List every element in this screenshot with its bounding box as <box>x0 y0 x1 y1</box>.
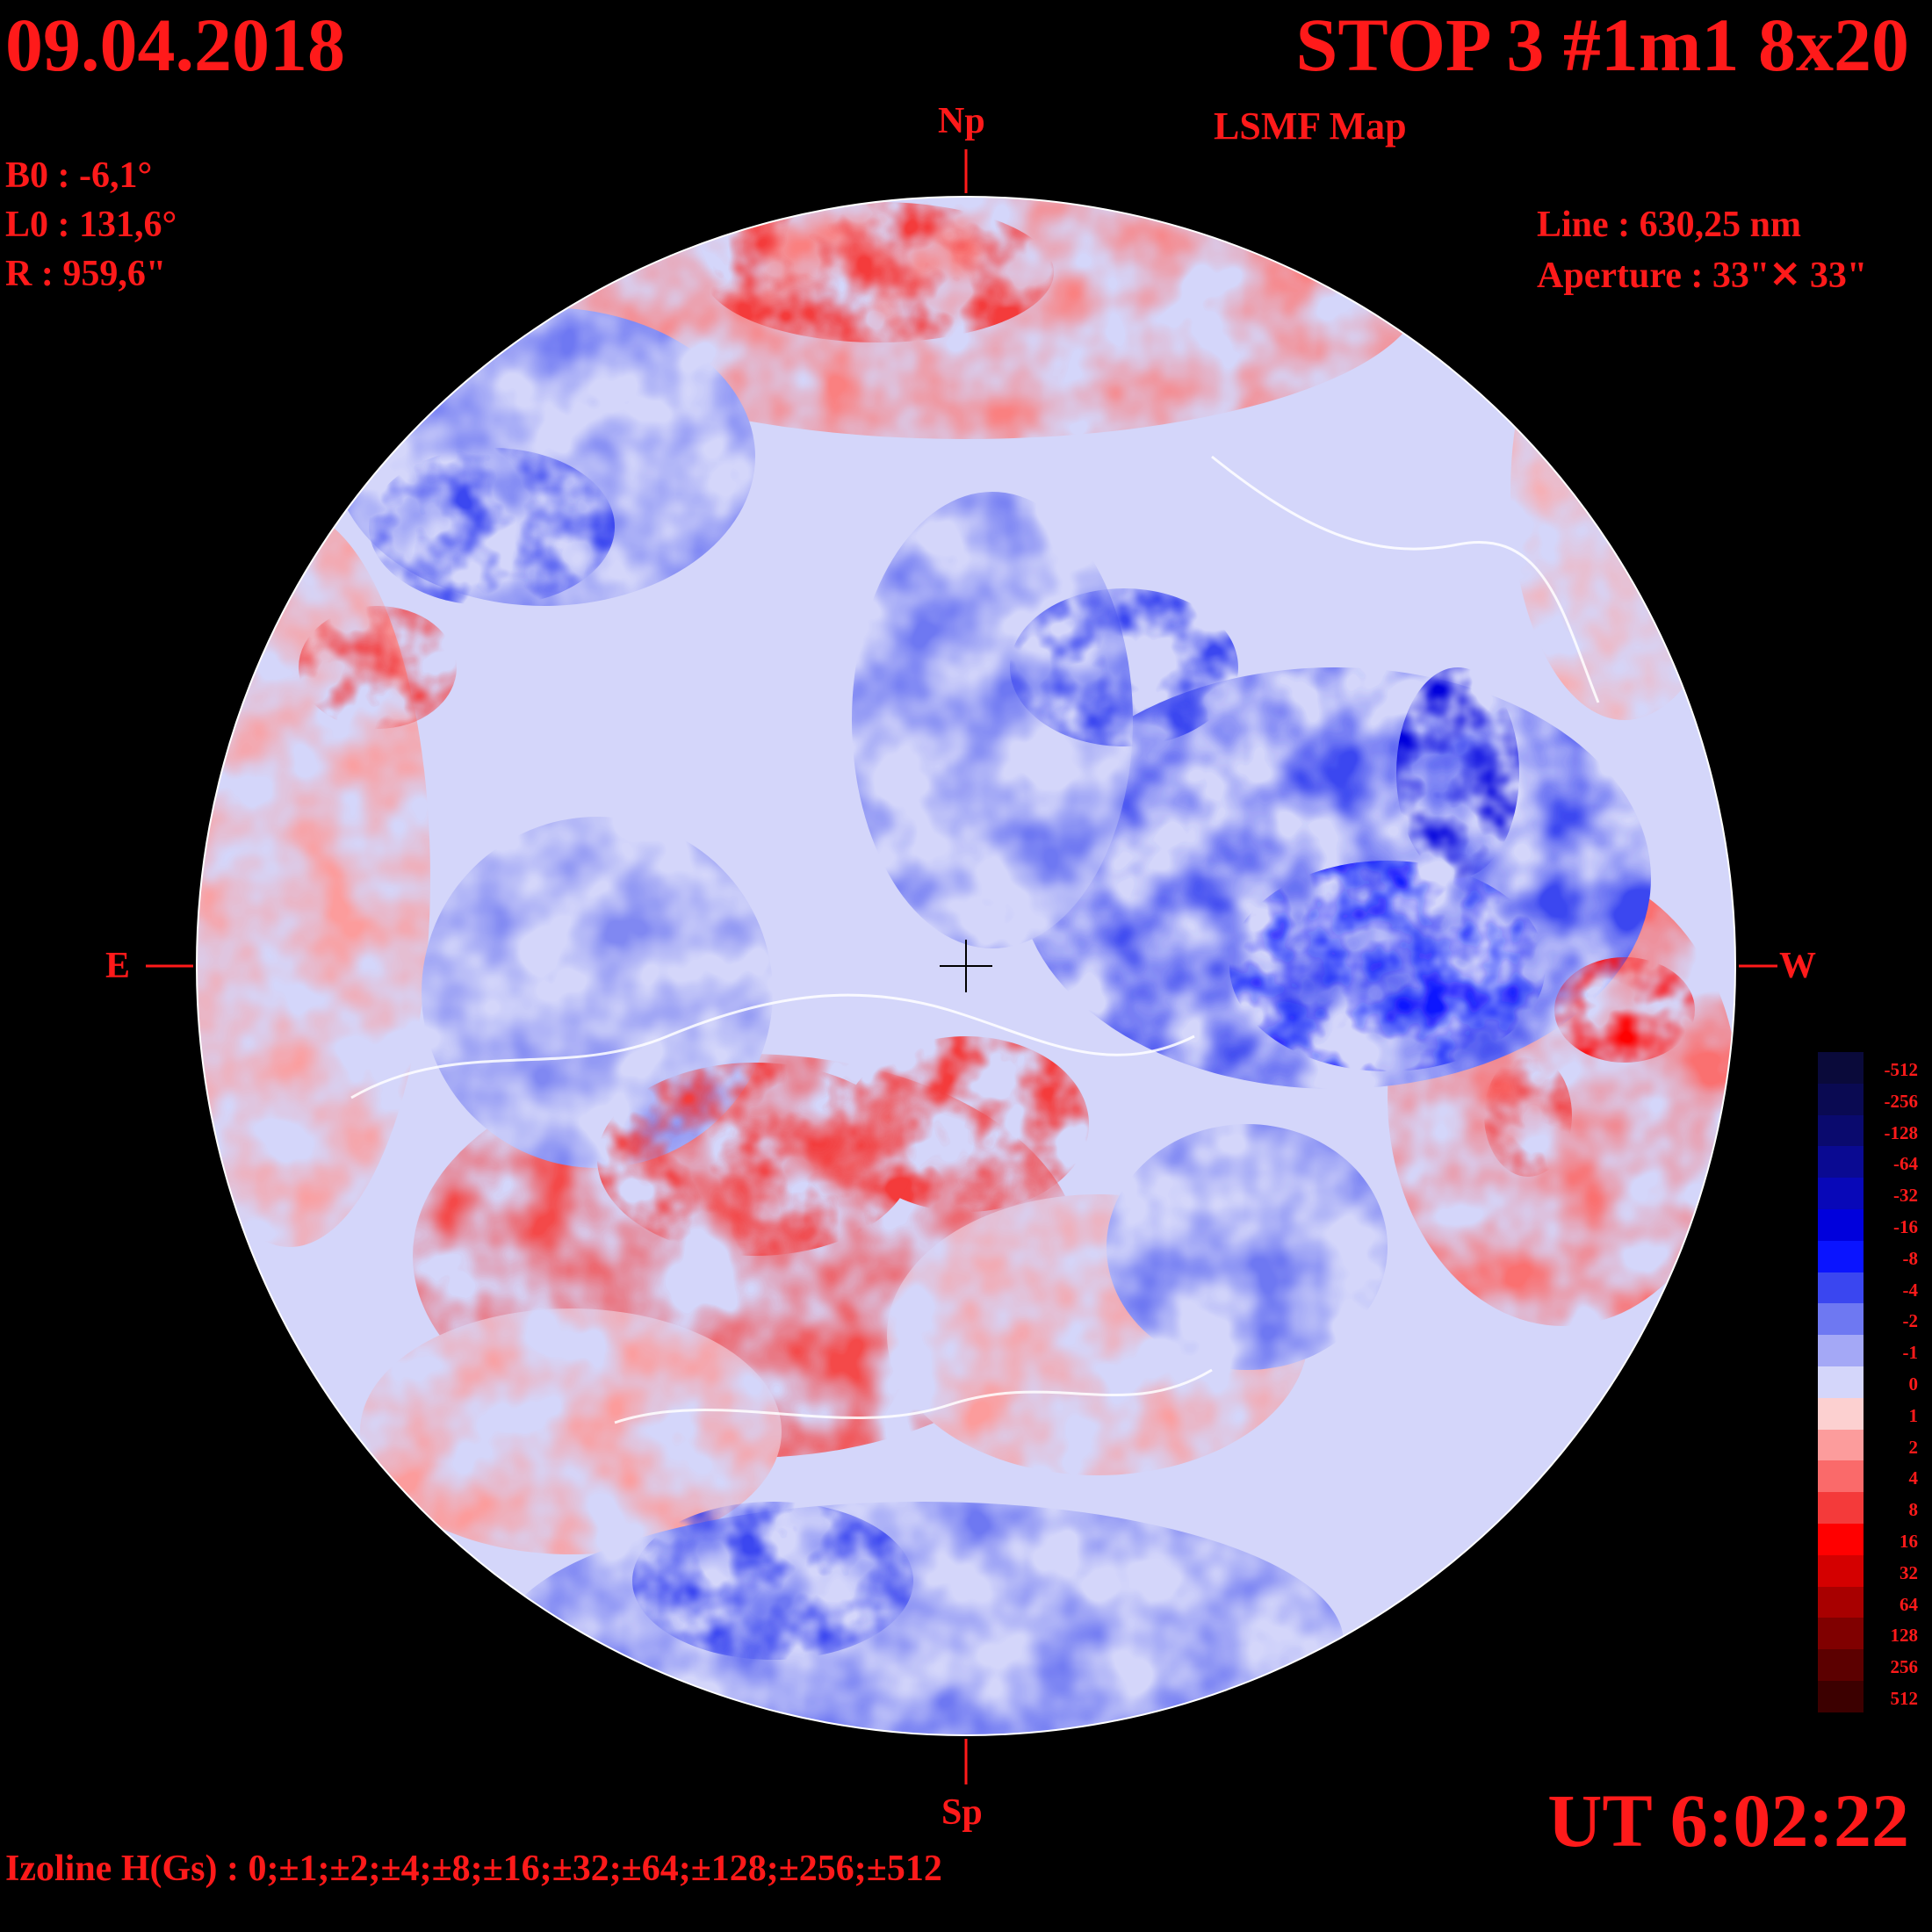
scale-swatch <box>1818 1052 1864 1084</box>
scale-swatch <box>1818 1272 1864 1304</box>
l0-parameter: L0 : 131,6° <box>5 205 177 245</box>
scale-swatch <box>1818 1554 1864 1587</box>
scale-label: 128 <box>1890 1625 1919 1647</box>
scale-label: -8 <box>1902 1247 1919 1269</box>
scale-swatch <box>1818 1397 1864 1430</box>
line-parameter: Line : 630,25 nm <box>1537 205 1802 245</box>
color-scale <box>1818 1052 1864 1712</box>
scale-label: -256 <box>1884 1090 1919 1112</box>
scale-label: -64 <box>1893 1153 1918 1175</box>
scale-label: 32 <box>1900 1561 1918 1583</box>
map-title: STOP 3 #1m1 8x20 <box>1295 3 1909 87</box>
scale-swatch <box>1818 1240 1864 1272</box>
scale-swatch <box>1818 1429 1864 1461</box>
scale-label: 1 <box>1908 1404 1919 1426</box>
aperture-parameter: Aperture : 33"✕ 33" <box>1537 256 1868 296</box>
scale-swatch <box>1818 1680 1864 1712</box>
scale-swatch <box>1818 1618 1864 1650</box>
radius-parameter: R : 959,6" <box>5 254 167 294</box>
map-subtitle: LSMF Map <box>1214 105 1407 148</box>
scale-swatch <box>1818 1523 1864 1555</box>
scale-label: -1 <box>1902 1342 1919 1364</box>
west-label: W <box>1779 946 1816 986</box>
scale-swatch <box>1818 1460 1864 1493</box>
scale-swatch <box>1818 1208 1864 1241</box>
scale-swatch <box>1818 1366 1864 1398</box>
scale-swatch <box>1818 1303 1864 1336</box>
scale-swatch <box>1818 1586 1864 1618</box>
scale-label: -32 <box>1893 1185 1918 1207</box>
scale-label: 512 <box>1890 1688 1919 1709</box>
scale-label: 16 <box>1900 1531 1918 1552</box>
south-label: Sp <box>941 1792 983 1833</box>
scale-label: 0 <box>1908 1373 1919 1395</box>
north-label: Np <box>938 101 985 141</box>
scale-swatch <box>1818 1083 1864 1115</box>
observation-date: 09.04.2018 <box>5 3 345 87</box>
b0-parameter: B0 : -6,1° <box>5 155 153 196</box>
scale-label: 4 <box>1908 1467 1919 1489</box>
scale-label: 8 <box>1908 1499 1919 1521</box>
scale-label: -128 <box>1884 1121 1919 1143</box>
solar-disk <box>197 197 1735 1735</box>
izoline-legend: Izoline H(Gs) : 0;±1;±2;±4;±8;±16;±32;±6… <box>5 1849 942 1889</box>
scale-label: 256 <box>1890 1656 1919 1678</box>
scale-swatch <box>1818 1335 1864 1366</box>
scale-swatch <box>1818 1492 1864 1524</box>
scale-label: -2 <box>1902 1310 1919 1332</box>
east-label: E <box>105 946 131 986</box>
scale-label: 64 <box>1900 1593 1918 1615</box>
scale-swatch <box>1818 1649 1864 1681</box>
scale-label: -16 <box>1893 1216 1918 1237</box>
center-crosshair <box>940 940 992 992</box>
scale-label: -512 <box>1884 1059 1919 1080</box>
scale-label: 2 <box>1908 1436 1919 1458</box>
scale-swatch <box>1818 1114 1864 1147</box>
scale-label: -4 <box>1902 1279 1919 1301</box>
scale-swatch <box>1818 1146 1864 1179</box>
universal-time: UT 6:02:22 <box>1547 1778 1909 1863</box>
scale-swatch <box>1818 1178 1864 1209</box>
